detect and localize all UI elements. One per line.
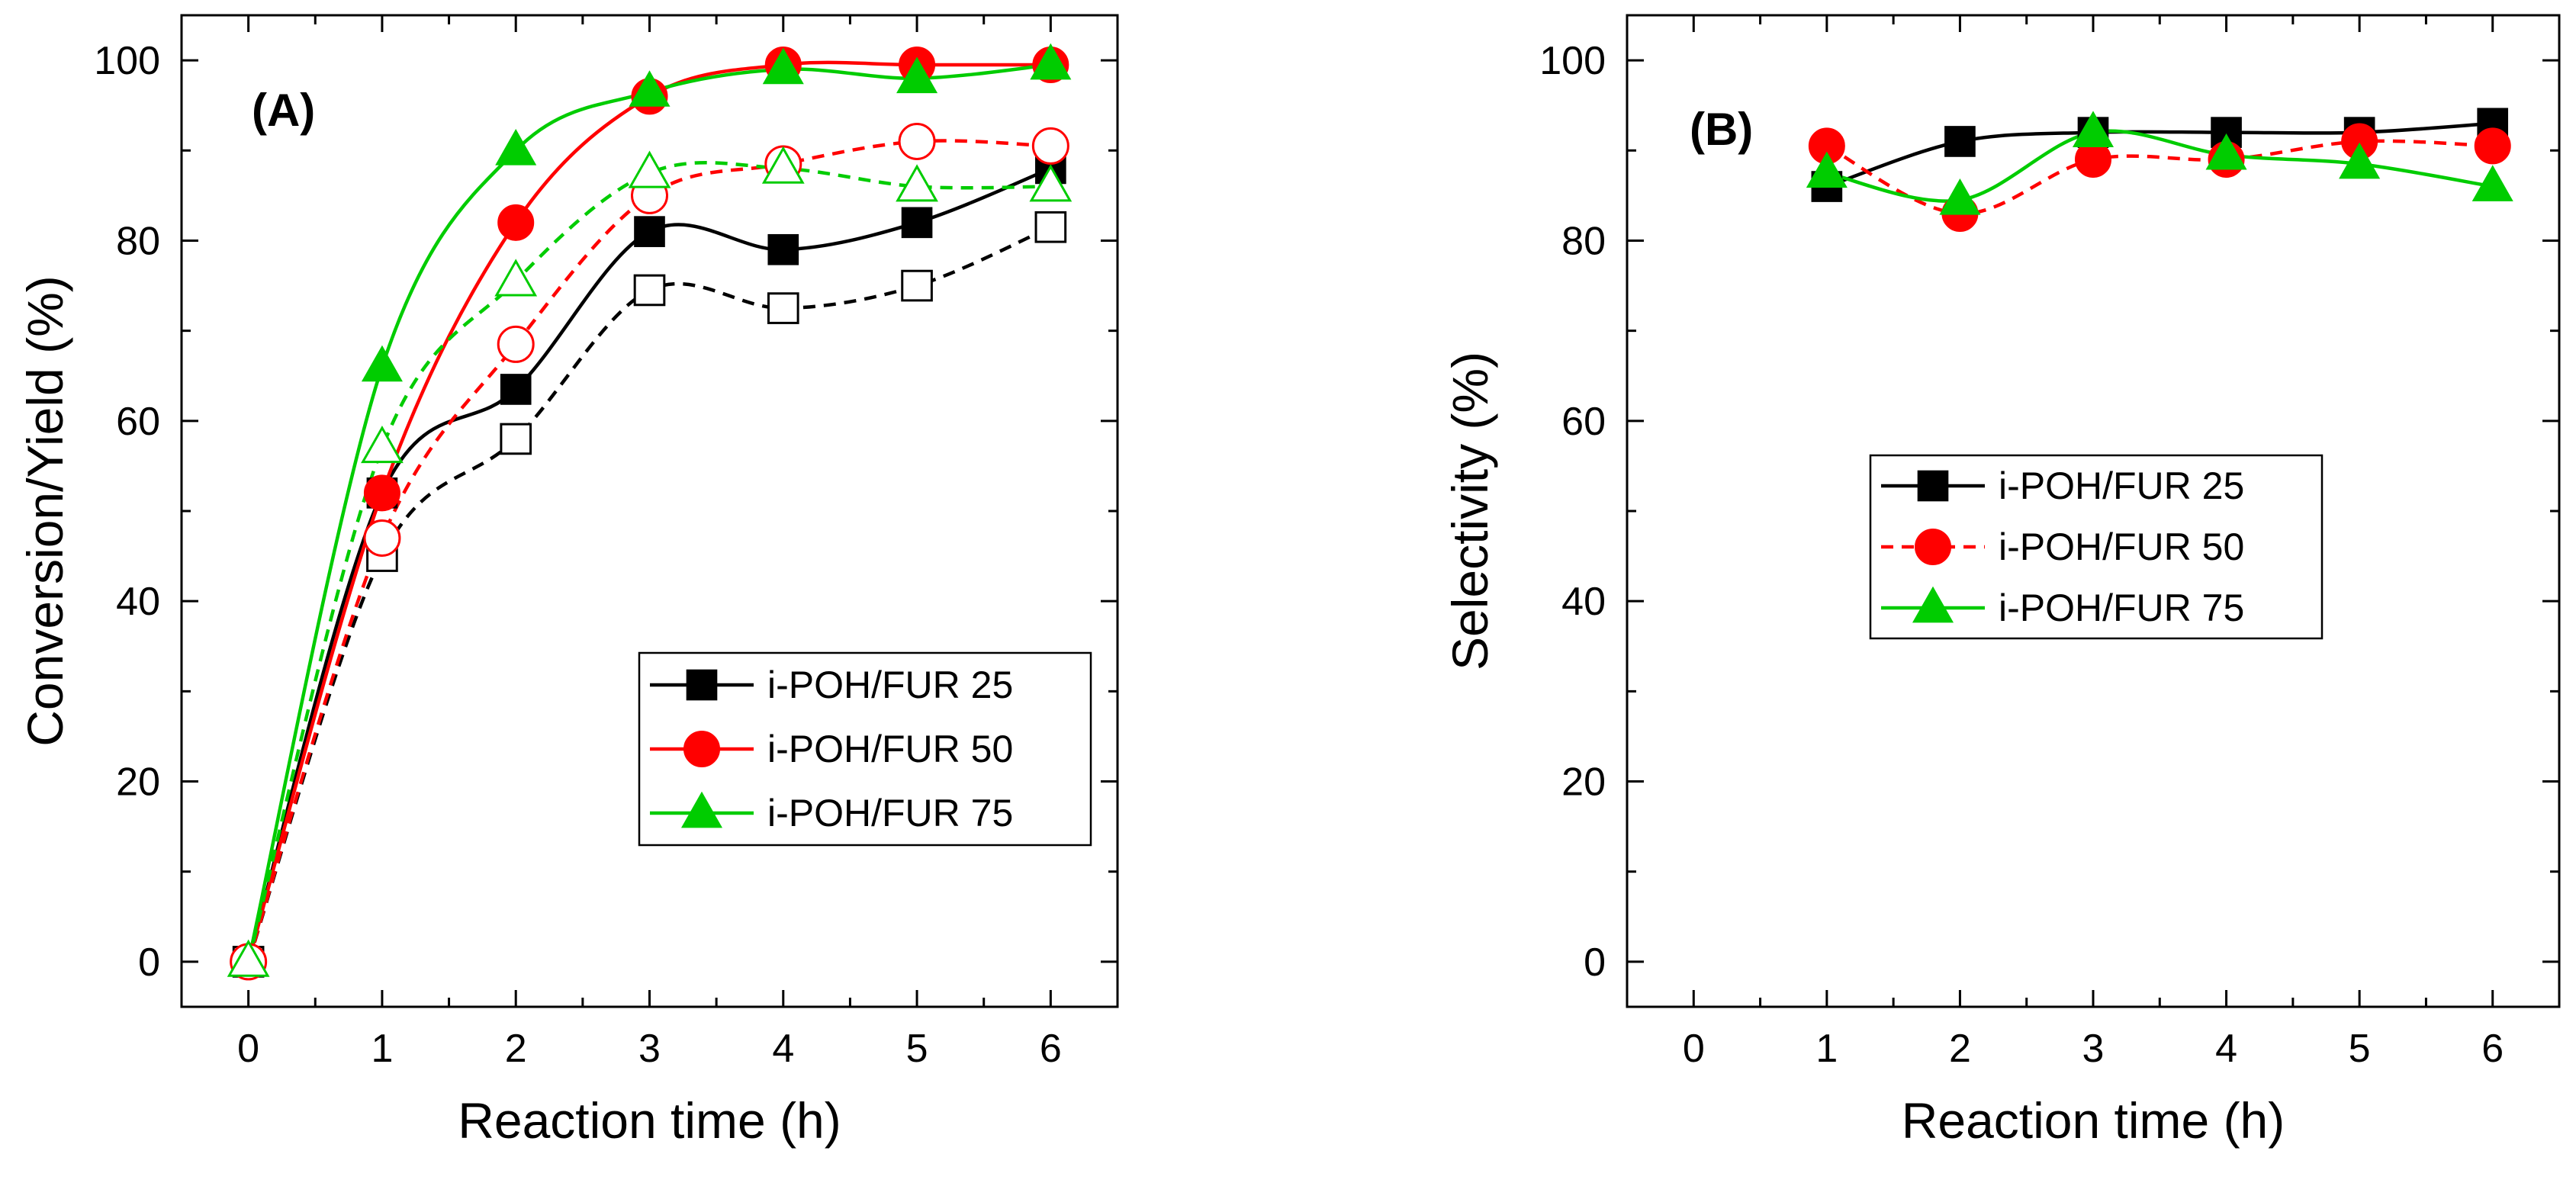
legend-marker — [686, 669, 718, 701]
data-point — [901, 207, 933, 239]
y-tick-label: 60 — [116, 400, 160, 444]
legend: i-POH/FUR 25 i-POH/FUR 50 i-POH/FUR 75 — [1869, 454, 2324, 640]
data-point — [767, 233, 799, 265]
series-line-conversion-i-poh-fur-25 — [246, 166, 1052, 963]
y-tick-label: 0 — [138, 940, 160, 985]
data-point — [898, 122, 936, 160]
x-tick-label: 6 — [2481, 1027, 2504, 1071]
y-tick-label: 100 — [1539, 39, 1606, 83]
x-axis-title: Reaction time (h) — [1902, 1092, 2285, 1149]
series-markers — [1806, 111, 2513, 215]
data-point — [2474, 127, 2511, 165]
data-point — [497, 325, 535, 363]
data-point — [494, 259, 538, 297]
series-markers — [232, 211, 1067, 978]
x-tick-label: 2 — [505, 1027, 527, 1071]
x-tick-label: 5 — [2349, 1027, 2371, 1071]
x-tick-label: 3 — [638, 1027, 661, 1071]
data-point — [363, 474, 400, 512]
data-point — [500, 374, 532, 405]
y-tick-label: 20 — [116, 760, 160, 805]
data-point — [634, 216, 665, 247]
data-point — [361, 426, 404, 464]
data-point — [1944, 126, 1976, 157]
legend-marker — [683, 731, 720, 767]
series-line-yield-i-poh-fur-75 — [246, 160, 1051, 963]
x-tick-label: 1 — [371, 1027, 393, 1071]
data-point — [2205, 133, 2247, 170]
data-point — [1031, 127, 1069, 165]
data-point — [901, 269, 933, 302]
data-point — [227, 939, 270, 977]
legend: i-POH/FUR 25 i-POH/FUR 50 i-POH/FUR 75 — [638, 651, 1092, 847]
data-point — [1034, 211, 1067, 243]
legend-label: i-POH/FUR 25 — [1999, 465, 2244, 507]
legend-label: i-POH/FUR 75 — [1999, 587, 2244, 629]
data-point — [628, 150, 671, 188]
data-point — [767, 292, 799, 324]
legend-label: i-POH/FUR 25 — [767, 664, 1013, 706]
legend-marker — [680, 791, 723, 828]
legend-marker — [1917, 470, 1949, 502]
data-point — [2471, 165, 2513, 201]
data-point — [762, 47, 804, 85]
series-line-conversion-i-poh-fur-75 — [246, 63, 1051, 963]
data-point — [2072, 111, 2115, 147]
y-tick-label: 40 — [116, 580, 160, 624]
legend-label: i-POH/FUR 75 — [767, 792, 1013, 834]
series-line-yield-i-poh-fur-50 — [246, 139, 1051, 963]
data-point — [1030, 43, 1072, 80]
x-tick-label: 4 — [772, 1027, 794, 1071]
data-point — [1939, 178, 1981, 215]
x-tick-label: 0 — [1683, 1027, 1705, 1071]
legend-label: i-POH/FUR 50 — [767, 728, 1013, 770]
y-tick-label: 20 — [1561, 760, 1606, 805]
data-point — [761, 146, 805, 184]
data-point — [497, 204, 535, 241]
data-point — [629, 70, 671, 107]
data-point — [2339, 142, 2381, 179]
y-tick-label: 0 — [1584, 940, 1606, 985]
legend-label: i-POH/FUR 50 — [1999, 526, 2244, 568]
panel-label: (A) — [252, 85, 315, 136]
data-point — [633, 274, 666, 307]
data-point — [2075, 141, 2111, 178]
y-tick-label: 100 — [94, 39, 160, 83]
series-line-yield-i-poh-fur-25 — [246, 225, 1052, 963]
data-point — [495, 129, 537, 166]
x-tick-label: 4 — [2215, 1027, 2237, 1071]
y-axis-title: Selectivity (%) — [1442, 352, 1498, 670]
x-tick-label: 1 — [1815, 1027, 1838, 1071]
data-point — [1806, 151, 1848, 188]
series-markers — [227, 146, 1073, 977]
data-point — [1029, 164, 1073, 202]
y-tick-label: 60 — [1561, 400, 1606, 444]
x-tick-label: 3 — [2082, 1027, 2105, 1071]
y-tick-label: 40 — [1561, 580, 1606, 624]
data-point — [361, 345, 403, 382]
data-point — [896, 164, 938, 202]
data-point — [500, 423, 532, 455]
series-line-conversion-i-poh-fur-50 — [246, 60, 1051, 963]
series-markers — [230, 122, 1069, 981]
x-axis-title: Reaction time (h) — [458, 1092, 841, 1149]
x-tick-label: 2 — [1949, 1027, 1971, 1071]
legend-marker — [1915, 529, 1951, 565]
x-tick-label: 6 — [1040, 1027, 1062, 1071]
x-tick-label: 0 — [237, 1027, 259, 1071]
data-point — [896, 56, 938, 94]
y-tick-label: 80 — [1561, 219, 1606, 263]
legend-marker — [1912, 586, 1954, 623]
series-line-i-poh-fur-75 — [1826, 129, 2494, 203]
data-point — [363, 519, 401, 557]
panel-label: (B) — [1690, 104, 1753, 155]
x-tick-label: 5 — [906, 1027, 928, 1071]
y-axis-title: Conversion/Yield (%) — [17, 275, 73, 746]
series-line-i-poh-fur-25 — [1826, 121, 2493, 188]
y-tick-label: 80 — [116, 219, 160, 263]
